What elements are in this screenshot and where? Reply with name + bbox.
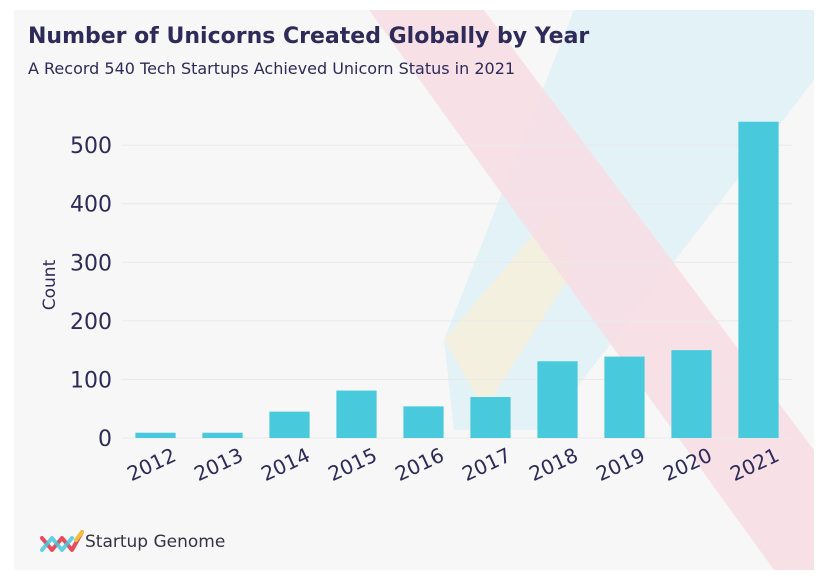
bar-2017 (470, 397, 511, 438)
x-tick-label: 2012 (123, 443, 179, 486)
bar-2016 (403, 406, 444, 438)
chart-subtitle: A Record 540 Tech Startups Achieved Unic… (28, 59, 516, 78)
x-tick-label: 2017 (458, 443, 514, 486)
bar-2020 (671, 350, 712, 438)
x-tick-label: 2015 (324, 443, 380, 486)
bar-2021 (738, 121, 779, 438)
x-tick-layer: 2012 2013 2014 2015 2016 2017 2018 2019 2020 2021 (123, 443, 782, 486)
startup-genome-logo-icon (40, 530, 84, 552)
x-tick-label: 2016 (391, 443, 447, 486)
bar-2018 (537, 361, 578, 438)
y-tick-layer: 0 100 200 300 400 500 (70, 134, 112, 452)
x-tick-label: 2013 (190, 443, 246, 486)
startup-genome-logo: Startup Genome (40, 526, 300, 562)
x-tick-label: 2014 (257, 443, 313, 486)
y-axis-label: Count (40, 259, 60, 310)
bar-2015 (336, 390, 377, 438)
y-tick-label: 200 (70, 310, 112, 335)
y-tick-label: 500 (70, 134, 112, 159)
y-tick-label: 300 (70, 251, 112, 276)
y-tick-label: 100 (70, 368, 112, 393)
bar-2014 (269, 411, 310, 438)
bar-layer (135, 121, 779, 438)
bar-2013 (202, 432, 243, 438)
y-tick-label: 400 (70, 193, 112, 218)
x-tick-label: 2019 (592, 443, 648, 486)
chart-card: Number of Unicorns Created Globally by Y… (14, 10, 814, 570)
x-tick-label: 2020 (659, 443, 715, 486)
x-tick-label: 2018 (525, 443, 581, 486)
bar-2019 (604, 356, 645, 438)
chart-title: Number of Unicorns Created Globally by Y… (28, 24, 590, 49)
x-tick-label: 2021 (726, 443, 782, 486)
bar-2012 (135, 432, 176, 438)
y-tick-label: 0 (98, 427, 112, 452)
brand-name: Startup Genome (85, 532, 226, 552)
